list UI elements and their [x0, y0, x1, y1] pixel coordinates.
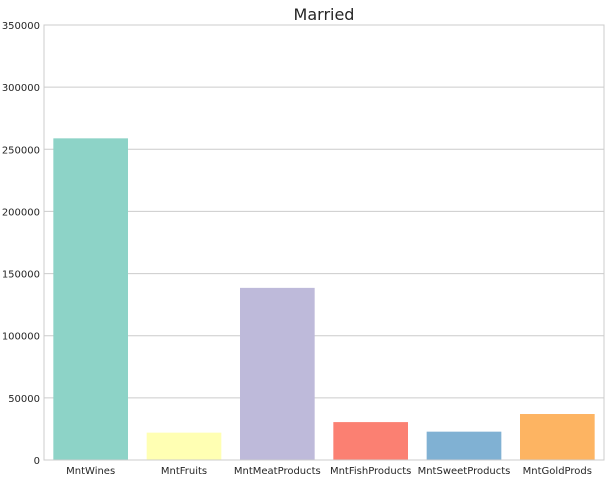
bar-MntFruits	[146, 432, 222, 460]
x-tick-label: MntSweetProducts	[418, 466, 511, 477]
x-tick-label: MntFruits	[161, 466, 207, 477]
x-tick-label: MntMeatProducts	[234, 466, 321, 477]
y-tick-label: 200000	[2, 207, 40, 218]
bar-MntGoldProds	[520, 414, 595, 460]
x-tick-label: MntFishProducts	[330, 466, 411, 477]
x-tick-label: MntGoldProds	[523, 466, 592, 477]
bars	[53, 138, 595, 460]
y-tick-label: 300000	[2, 83, 40, 94]
y-tick-label: 50000	[8, 394, 40, 405]
x-tick-label: MntWines	[66, 466, 115, 477]
chart-title: Married	[294, 5, 355, 24]
y-tick-label: 100000	[2, 332, 40, 343]
axes: 0 50000 100000 150000 200000 250000 300000 3500…	[2, 21, 605, 477]
plot-frame	[43, 24, 605, 461]
y-tick-label: 250000	[2, 145, 40, 156]
y-tick-label: 350000	[2, 21, 40, 32]
bar-MntWines	[53, 138, 129, 460]
bar-MntFishProducts	[333, 422, 408, 460]
bar-MntSweetProducts	[426, 431, 502, 460]
y-tick-label: 150000	[2, 270, 40, 281]
bar-MntMeatProducts	[240, 287, 315, 460]
y-tick-label: 0	[34, 456, 40, 467]
